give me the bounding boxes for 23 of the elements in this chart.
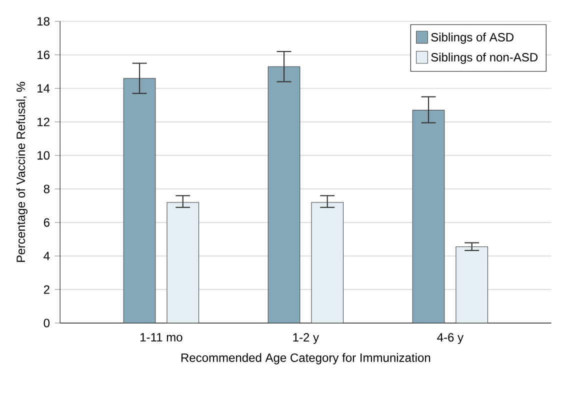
y-tick-label: 10 [38,150,50,160]
x-axis-title: Recommended Age Category for Immunization [181,352,430,364]
y-tick-label: 14 [38,84,50,92]
x-tick-label: 1-2 y [293,332,320,344]
y-tick-label: 6 [44,218,50,227]
y-tick-label: 8 [44,184,50,193]
y-tick-label: 0 [44,318,50,328]
y-tick-label: 16 [38,50,50,59]
bar [123,78,156,324]
bar [456,246,488,324]
y-axis-title: Percentage of Vaccine Refusal, % [16,82,28,262]
y-tick-label: 12 [38,117,50,126]
bar [268,66,300,324]
bar [166,202,200,324]
x-tick-label: 1-11 mo [140,332,182,342]
bar [412,110,445,324]
bar [311,202,344,324]
y-tick-label: 4 [44,252,50,260]
y-tick-label: 18 [38,16,50,26]
y-tick-label: 2 [44,285,50,294]
x-tick-label: 4-6 y [437,332,464,344]
legend-label: Siblings of non-ASD [431,52,538,64]
legend-label: Siblings of ASD [431,32,514,44]
